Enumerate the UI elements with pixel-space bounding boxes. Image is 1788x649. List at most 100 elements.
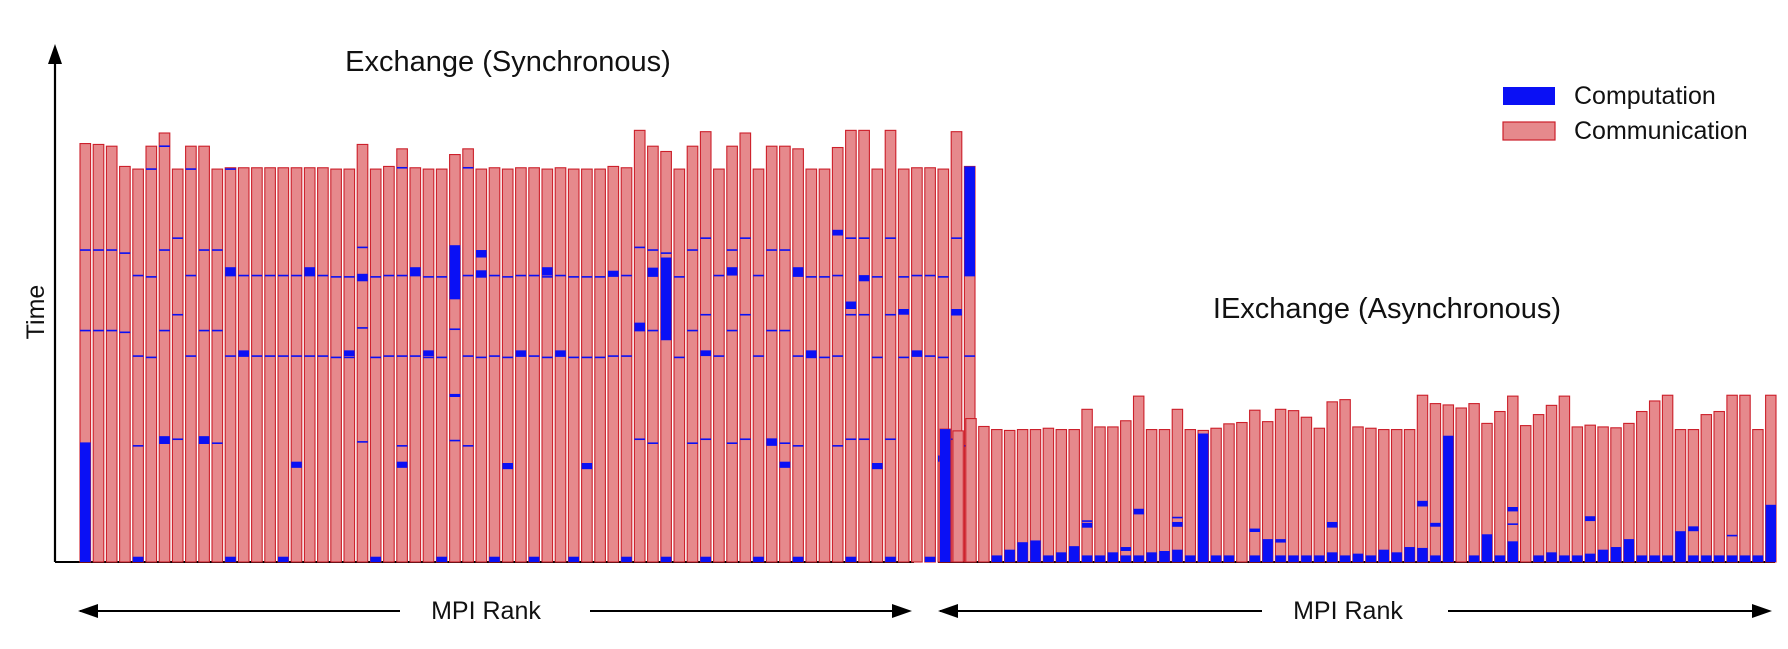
communication-segment [805,168,818,563]
bar-rank-31 [488,167,501,563]
bar-rank-39 [594,168,606,563]
computation-segment [1636,555,1647,562]
communication-segment [1158,429,1171,563]
bar-rank-11 [224,167,237,563]
bar-rank-55 [1648,400,1661,563]
communication-segment [1532,414,1545,563]
bar-rank-56 [818,168,831,563]
bar-rank-45 [673,168,686,563]
phase-boundary-line [172,237,183,239]
computation-segment [1133,508,1144,514]
legend-label-computation: Computation [1574,82,1716,110]
computation-segment [1288,555,1299,562]
bar-rank-21 [356,143,369,563]
communication-segment [1597,426,1609,563]
communication-segment [422,168,435,563]
bar-rank-58 [845,129,857,563]
computation-segment [700,350,711,357]
bar-rank-26 [422,168,435,563]
computation-segment [291,461,302,468]
bar-rank-20 [1197,429,1209,563]
bar-rank-9 [1055,429,1068,563]
computation-segment [1056,552,1067,562]
phase-boundary-line [885,313,896,316]
communication-segment [1300,416,1313,563]
mpi-rank-axis-right: MPI Rank [938,597,1772,625]
computation-segment [845,556,857,562]
bar-rank-5 [145,145,158,563]
communication-segment [528,167,540,563]
phase-boundary-line [502,356,513,359]
phase-boundary-line [647,249,659,251]
communication-segment [1752,429,1764,563]
bar-rank-4 [132,168,144,563]
phase-boundary-line [898,276,909,278]
bar-rank-64 [924,167,936,563]
phase-boundary-line [80,329,91,332]
computation-segment [1017,542,1028,546]
bar-rank-55 [805,168,818,563]
computation-segment [225,556,236,562]
communication-segment [1519,425,1532,563]
computation-segment [555,350,566,357]
computation-segment [1133,555,1144,562]
computation-segment [528,556,540,562]
bar-rank-1 [92,143,105,563]
bar-rank-40 [1455,407,1467,563]
bar-rank-23 [383,165,395,563]
bar-rank-11 [1081,408,1093,563]
communication-segment [647,145,659,563]
legend-swatch-communication [1502,121,1556,141]
computation-segment [951,309,962,315]
communication-segment [765,145,778,563]
phase-boundary-line [291,274,302,277]
communication-segment [277,167,290,563]
communication-segment [1739,394,1751,563]
communication-segment [1313,427,1326,563]
communication-segment [739,132,752,563]
phase-boundary-line [845,438,857,441]
computation-segment [502,463,513,470]
phase-boundary-line [146,276,157,278]
bar-rank-7 [171,168,184,563]
communication-segment [911,167,923,563]
communication-segment [1507,395,1519,563]
bar-rank-28 [1300,416,1313,563]
computation-segment [1430,522,1441,526]
phase-boundary-line [119,252,131,254]
phase-boundary-line [357,327,368,329]
communication-segment [779,145,791,563]
phase-boundary-line [766,249,777,251]
bar-rank-41 [620,167,633,563]
bar-rank-7 [1029,429,1042,563]
communication-segment [119,165,131,563]
bar-rank-43 [1494,410,1506,563]
bar-rank-14 [1120,420,1132,563]
communication-segment [449,154,461,563]
computation-segment [832,229,843,236]
phase-boundary-line [436,356,447,359]
phase-boundary-line [568,276,579,278]
bar-rank-49 [1571,426,1584,563]
computation-segment [1107,552,1119,562]
phase-boundary-line [621,355,632,357]
communication-segment [1081,408,1093,563]
computation-segment [1172,549,1183,562]
computation-segment [779,461,791,468]
phase-boundary-line [423,356,434,359]
computation-segment [924,556,936,562]
phase-boundary-line [304,355,315,357]
computation-segment [476,250,487,258]
phase-boundary-line [251,274,263,277]
bar-rank-38 [581,168,593,563]
bar-rank-4 [991,429,1003,563]
communication-segment [607,165,620,563]
phase-boundary-line [489,355,500,357]
computation-segment [1443,435,1454,562]
phase-boundary-line [594,276,606,278]
bar-rank-49 [726,145,738,563]
bar-rank-9 [198,145,210,563]
phase-boundary-line [687,442,698,444]
bar-rank-57 [1674,429,1687,563]
bar-rank-26 [1274,408,1287,563]
